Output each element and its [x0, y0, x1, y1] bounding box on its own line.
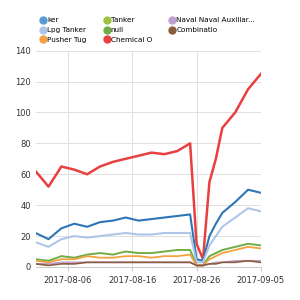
Legend: ker, Lpg Tanker, Pusher Tug, Tanker, null, Chemical O, Naval Naval Auxiliar..., : ker, Lpg Tanker, Pusher Tug, Tanker, nul…: [39, 15, 257, 45]
